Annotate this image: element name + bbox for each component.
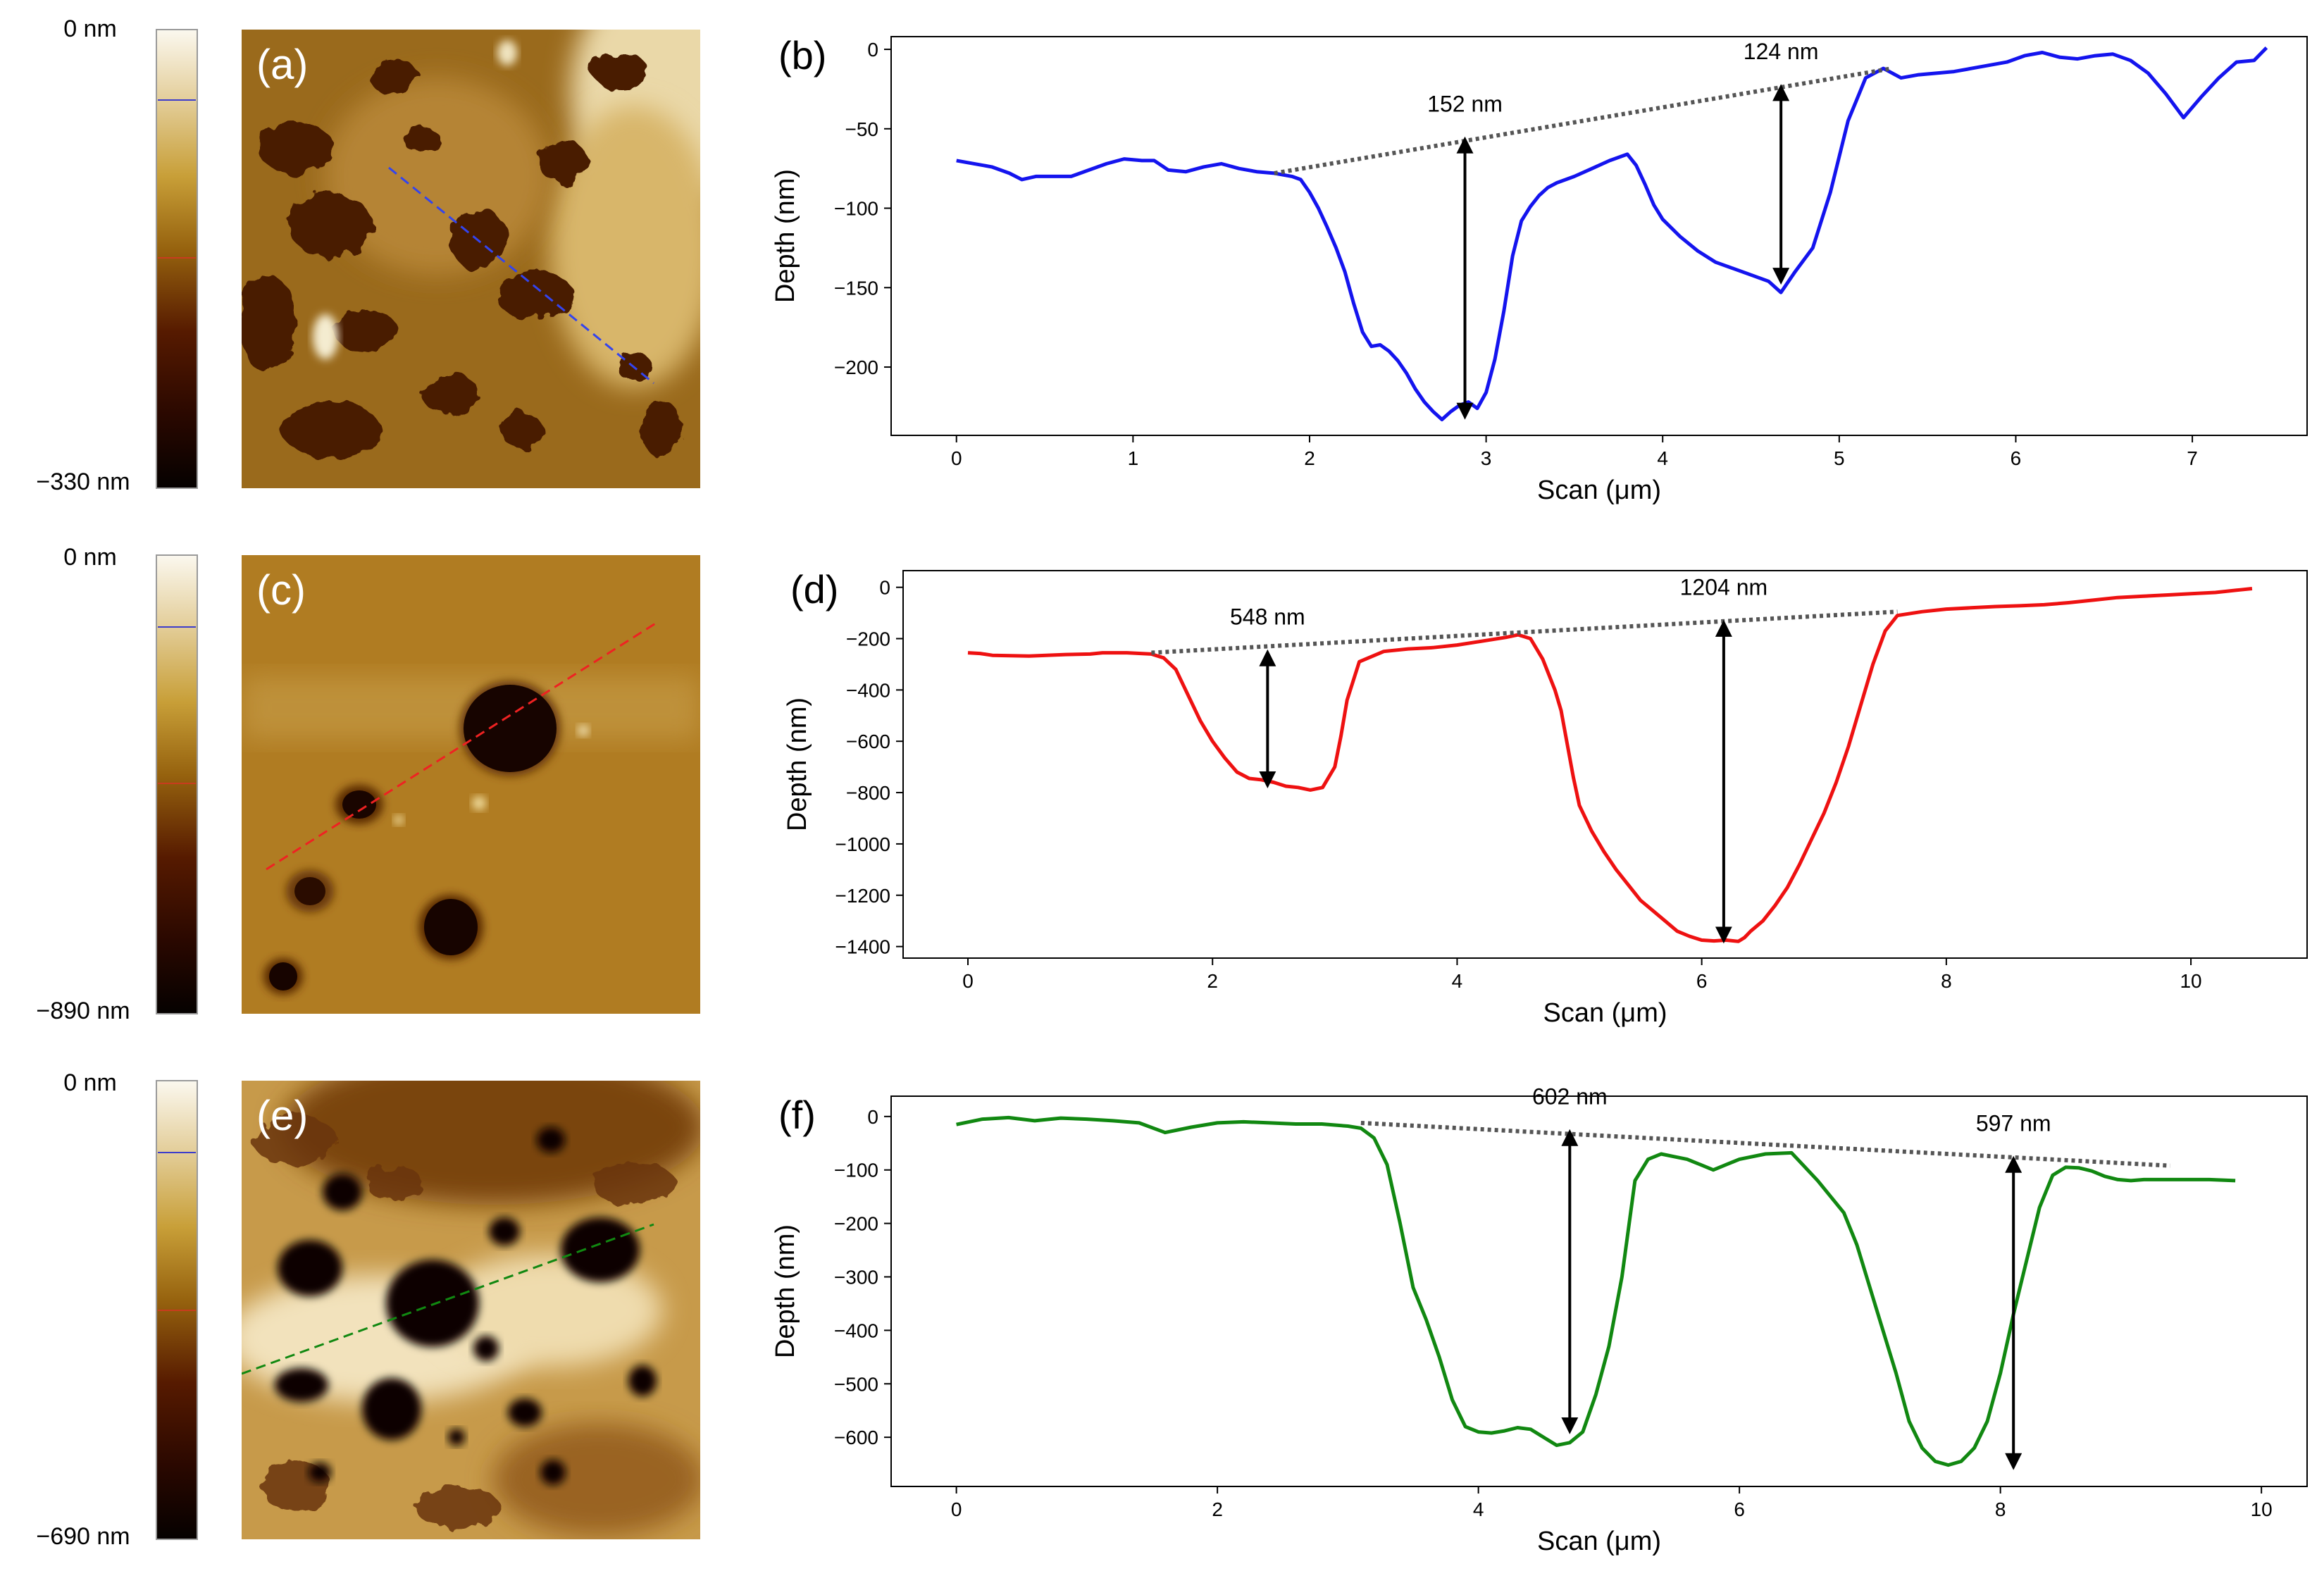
depth-annotation: 1204 nm: [1680, 575, 1768, 600]
y-axis-label: Depth (nm): [771, 1224, 800, 1358]
afm-image-a: (a): [242, 30, 700, 488]
colorbar-bottom-label: −890 nm: [36, 998, 130, 1024]
depth-annotation: 124 nm: [1744, 39, 1819, 64]
x-tick-label: 8: [1941, 970, 1952, 992]
colorbar-bottom-label: −330 nm: [36, 468, 130, 495]
y-tick-label: −600: [846, 731, 890, 752]
colorbar-top-label: 0 nm: [63, 544, 117, 571]
x-tick-label: 3: [1481, 447, 1492, 469]
profile-plot-d: 0 2 4 6 8 10 0 −200 −400 −600 −800 −1000 −1200 −1400 S…: [783, 567, 2308, 1028]
depth-annotation: 602 nm: [1532, 1084, 1608, 1110]
panel-label: (b): [778, 33, 826, 77]
reference-baseline: [1151, 609, 1898, 655]
y-tick-label: −200: [834, 1213, 878, 1235]
panel-label-e: (e): [256, 1092, 308, 1139]
x-tick-label: 6: [2011, 447, 2022, 469]
y-tick-label: −1400: [835, 936, 890, 958]
depth-profile-line: [967, 587, 2253, 943]
x-tick-label: 0: [951, 1498, 962, 1520]
depth-profile-line: [956, 46, 2268, 421]
y-tick-label: −150: [834, 277, 878, 299]
colorbar-a: 0 nm −330 nm: [36, 15, 198, 495]
y-tick-label: 0: [879, 577, 890, 599]
y-tick-label: 0: [867, 1106, 878, 1128]
scan-line-a: [388, 166, 654, 385]
y-tick-label: −300: [834, 1267, 878, 1289]
x-tick-label: 4: [1657, 447, 1668, 469]
depth-annotation: 152 nm: [1427, 92, 1503, 117]
panel-label: (d): [790, 567, 838, 611]
y-tick-label: −100: [834, 1160, 878, 1181]
x-tick-label: 0: [962, 970, 974, 992]
depth-profile-line: [956, 1115, 2236, 1467]
y-tick-label: −400: [834, 1319, 878, 1341]
y-tick-label: −200: [846, 628, 890, 650]
colorbar-e: 0 nm −690 nm: [36, 1069, 198, 1550]
colorbar-bottom-label: −690 nm: [36, 1523, 130, 1550]
x-tick-label: 2: [1304, 447, 1315, 469]
scan-line-e: [242, 1223, 654, 1375]
reference-baseline: [1360, 1120, 2170, 1168]
plot-frame: [890, 1095, 2308, 1487]
x-tick-label: 10: [2180, 970, 2201, 992]
x-axis-label: Scan (μm): [1537, 476, 1661, 505]
x-tick-label: 10: [2251, 1498, 2273, 1520]
y-tick-label: 0: [867, 39, 878, 61]
plot-frame: [890, 36, 2308, 436]
x-tick-label: 7: [2187, 447, 2198, 469]
panel-label-c: (c): [256, 566, 306, 614]
profile-plot-b: 0 1 2 3 4 5 6 7 0 −50 −100 −150 −200 Scan (μm) Depth (…: [771, 33, 2308, 505]
y-tick-label: −600: [834, 1427, 878, 1448]
x-tick-label: 1: [1128, 447, 1139, 469]
y-axis-label: Depth (nm): [771, 169, 800, 303]
y-tick-label: −800: [846, 782, 890, 804]
colorbar-top-label: 0 nm: [63, 1069, 117, 1096]
y-axis-label: Depth (nm): [783, 697, 812, 831]
panel-label: (f): [778, 1093, 816, 1137]
depth-annotation: 597 nm: [1976, 1111, 2051, 1136]
depth-annotation: 548 nm: [1230, 604, 1305, 630]
colorbar-top-label: 0 nm: [63, 15, 117, 42]
y-tick-label: −400: [846, 679, 890, 701]
x-axis-label: Scan (μm): [1543, 998, 1667, 1028]
panel-label-a: (a): [256, 41, 308, 88]
x-tick-label: 8: [1995, 1498, 2006, 1520]
afm-image-c: (c): [242, 555, 700, 1014]
x-tick-label: 2: [1212, 1498, 1223, 1520]
reference-baseline: [1274, 66, 1893, 175]
x-tick-label: 4: [1473, 1498, 1484, 1520]
y-tick-label: −100: [834, 198, 878, 220]
plot-frame: [902, 570, 2308, 959]
x-tick-label: 5: [1834, 447, 1845, 469]
x-tick-label: 6: [1734, 1498, 1745, 1520]
y-tick-label: −200: [834, 356, 878, 378]
x-tick-label: 2: [1207, 970, 1218, 992]
y-tick-label: −500: [834, 1373, 878, 1395]
x-tick-label: 0: [951, 447, 962, 469]
y-tick-label: −1000: [835, 833, 890, 855]
colorbar-c: 0 nm −890 nm: [36, 544, 198, 1024]
y-tick-label: −1200: [835, 885, 890, 907]
x-tick-label: 4: [1452, 970, 1463, 992]
x-tick-label: 6: [1696, 970, 1708, 992]
x-axis-label: Scan (μm): [1537, 1527, 1661, 1556]
afm-image-e: (e): [242, 1081, 700, 1539]
profile-plot-f: 0 2 4 6 8 10 0 −100 −200 −300 −400 −500 −600 Scan (μm…: [771, 1084, 2308, 1556]
y-tick-label: −50: [845, 118, 879, 140]
